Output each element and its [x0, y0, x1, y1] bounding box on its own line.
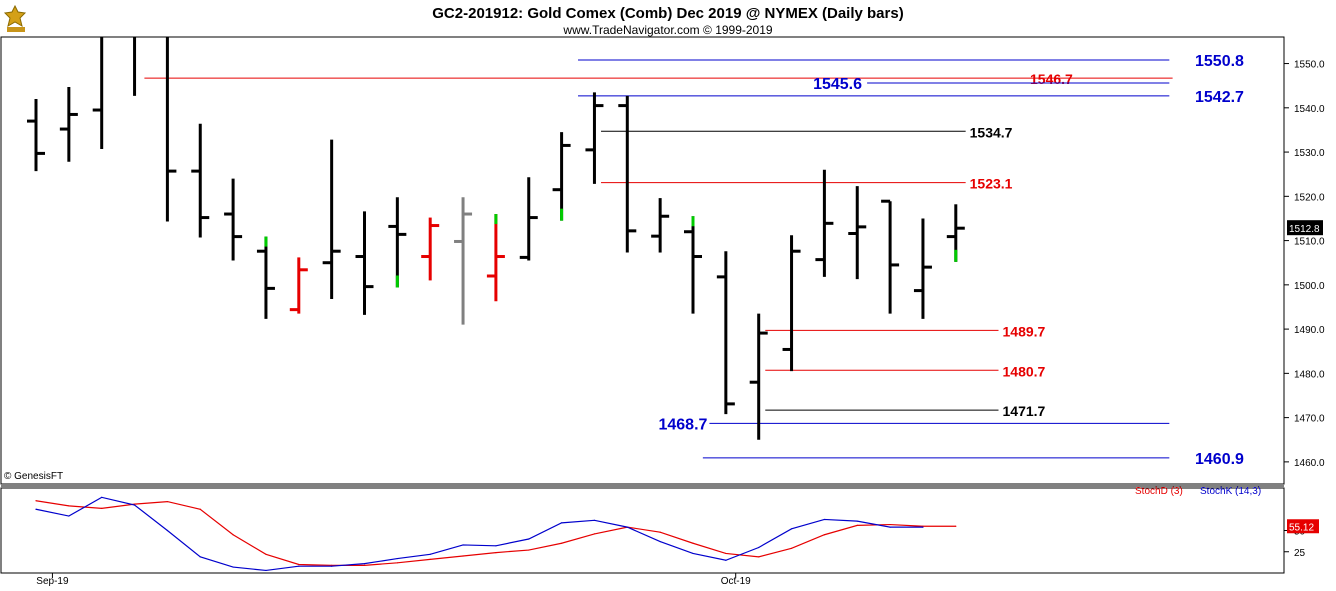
stoch-point: [166, 529, 168, 532]
stoch-point: [232, 534, 234, 536]
stoch-point: [692, 542, 694, 544]
y-tick-label: 1530.0: [1294, 148, 1325, 159]
chart-title: GC2-201912: Gold Comex (Comb) Dec 2019 @…: [432, 5, 903, 22]
stoch-point: [856, 524, 858, 527]
y-tick-label: 1460.0: [1294, 458, 1325, 469]
stoch-point: [823, 534, 826, 536]
stoch-point: [889, 523, 891, 526]
stoch-point: [561, 522, 563, 524]
legend-entry: StochD (3): [1135, 486, 1183, 497]
stoch-point: [396, 562, 398, 564]
stoch-point: [528, 549, 530, 551]
y-tick-label: 1480.0: [1294, 369, 1325, 380]
level-label: 1550.8: [1195, 53, 1244, 70]
stoch-point: [199, 556, 201, 558]
level-label: 1480.7: [1003, 363, 1046, 379]
y-tick-label: 1500.0: [1294, 281, 1325, 292]
stoch-point: [68, 505, 70, 507]
stoch-point: [528, 538, 530, 540]
last-price-badge: [1287, 220, 1323, 236]
price-pane-frame: [0, 36, 1285, 485]
level-label: 1468.7: [658, 416, 707, 433]
stoch-point: [35, 508, 37, 510]
stoch-point: [101, 507, 103, 509]
legend-entry: StochK (14,3): [1200, 486, 1261, 497]
stoch-point: [265, 569, 267, 572]
stoch-point: [692, 552, 694, 555]
stoch-point: [133, 504, 136, 506]
stoch-point: [955, 525, 957, 527]
stoch-point: [626, 526, 628, 528]
level-label: 1489.7: [1003, 323, 1046, 339]
stoch-point: [659, 531, 661, 533]
stoch-point: [889, 526, 891, 528]
y-tick-label: 1470.0: [1294, 414, 1325, 425]
stoch-point: [823, 518, 826, 521]
stoch-point: [593, 519, 596, 521]
level-label: 1534.7: [970, 124, 1013, 140]
stoch-point: [495, 552, 497, 554]
y-tick-label: 1510.0: [1294, 237, 1325, 248]
stoch-point: [101, 496, 103, 498]
stoch-point: [331, 565, 333, 567]
watermark: © GenesisFT: [4, 471, 63, 482]
stoch-point: [199, 508, 201, 510]
stoch-point: [790, 547, 793, 549]
stoch-point: [758, 556, 760, 558]
stoch-point: [429, 553, 431, 555]
stoch-last-badge: [1287, 519, 1319, 534]
level-label: 1546.7: [1030, 71, 1073, 87]
stoch-point: [561, 542, 563, 544]
level-label: 1545.6: [813, 76, 862, 93]
stoch-last-label: 55.12: [1289, 522, 1314, 533]
stoch-point: [363, 564, 366, 566]
stoch-point: [35, 500, 37, 502]
level-label: 1542.7: [1195, 89, 1244, 106]
stoch-point: [265, 553, 267, 555]
y-tick-label: 25: [1294, 548, 1306, 559]
x-tick-label: Sep-19: [36, 576, 69, 587]
stoch-point: [758, 546, 760, 549]
level-label: 1523.1: [970, 176, 1013, 192]
y-tick-label: 1520.0: [1294, 192, 1325, 203]
x-tick-label: Oct-19: [721, 576, 751, 587]
stoch-point: [462, 544, 464, 546]
stoch-point: [68, 515, 70, 517]
stoch-point: [429, 558, 431, 561]
stoch-point: [856, 520, 858, 522]
stoch-point: [725, 559, 727, 561]
stoch-point: [298, 563, 300, 566]
y-tick-label: 1550.0: [1294, 60, 1325, 71]
level-label: 1460.9: [1195, 451, 1244, 468]
stoch-point: [593, 533, 596, 535]
y-tick-label: 1490.0: [1294, 325, 1325, 336]
stoch-point: [790, 528, 793, 530]
stoch-point: [363, 563, 366, 565]
stoch-point: [462, 555, 464, 557]
level-label: 1471.7: [1003, 403, 1046, 419]
stoch-point: [495, 545, 497, 547]
stoch-point: [298, 565, 300, 567]
last-price-label: 1512.8: [1289, 224, 1320, 235]
stoch-point: [396, 557, 398, 560]
stoch-point: [166, 501, 168, 503]
stoch-line: [35, 496, 923, 572]
stoch-point: [659, 540, 661, 543]
stoch-point: [725, 552, 727, 555]
chart-subtitle: www.TradeNavigator.com © 1999-2019: [562, 23, 772, 37]
genesis-logo-icon: [3, 4, 27, 32]
y-tick-label: 1540.0: [1294, 104, 1325, 115]
stoch-point: [922, 526, 924, 528]
stoch-point: [232, 566, 234, 568]
